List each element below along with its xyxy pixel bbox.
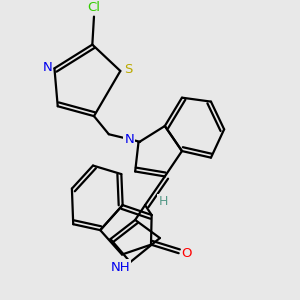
Text: NH: NH (110, 260, 130, 274)
Text: S: S (124, 64, 133, 76)
Text: N: N (42, 61, 52, 74)
Text: H: H (158, 195, 168, 208)
Text: O: O (182, 247, 192, 260)
Text: N: N (124, 133, 134, 146)
Text: Cl: Cl (88, 1, 100, 14)
